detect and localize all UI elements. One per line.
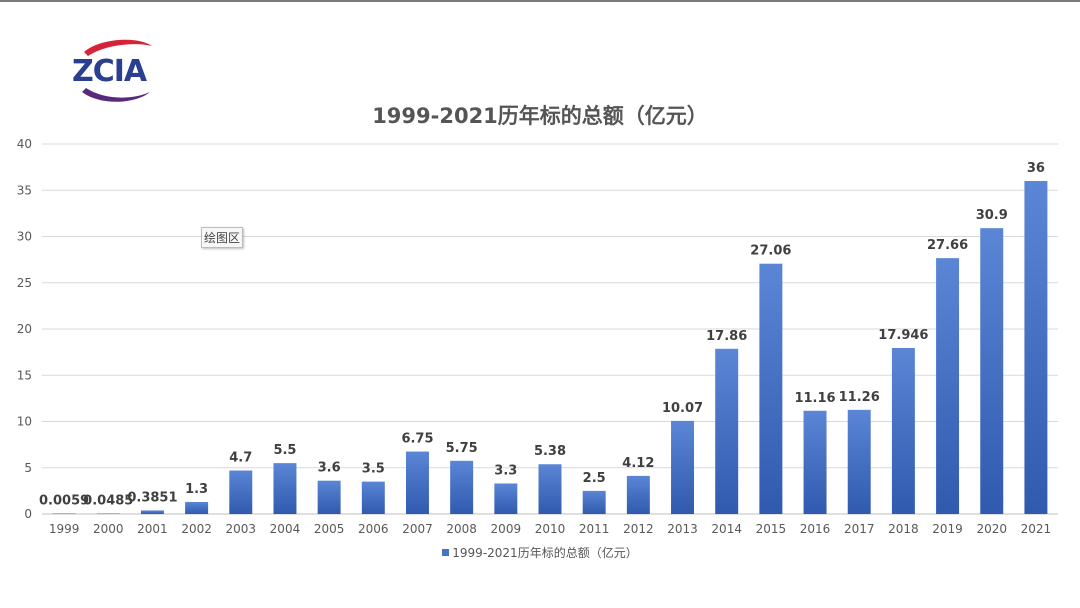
x-tick-label: 2014 [711, 522, 742, 536]
data-label: 17.946 [878, 328, 928, 343]
x-tick-label: 2020 [976, 522, 1007, 536]
bar [936, 258, 960, 514]
bar [715, 348, 739, 514]
x-tick-label: 2016 [800, 522, 831, 536]
bar [626, 475, 650, 514]
bar [671, 420, 695, 514]
x-tick-label: 2004 [270, 522, 301, 536]
data-label: 4.7 [229, 451, 252, 466]
bar [803, 410, 827, 514]
x-tick-label: 2018 [888, 522, 919, 536]
y-tick-label: 30 [17, 230, 32, 244]
bar [494, 483, 518, 514]
bar [1024, 181, 1048, 514]
data-label: 3.5 [362, 462, 385, 477]
data-label: 3.6 [318, 461, 341, 476]
bar [847, 409, 871, 514]
data-label: 1.3 [185, 482, 208, 497]
bar [317, 480, 341, 514]
x-tick-label: 2011 [579, 522, 610, 536]
x-tick-label: 2001 [137, 522, 168, 536]
bar [273, 463, 297, 514]
x-tick-label: 1999 [49, 522, 80, 536]
top-border [0, 0, 1080, 2]
bar [361, 481, 385, 514]
x-tick-label: 2012 [623, 522, 654, 536]
data-label: 17.86 [706, 329, 747, 344]
y-tick-label: 25 [17, 276, 32, 290]
bar [140, 510, 164, 514]
x-tick-label: 2002 [181, 522, 212, 536]
y-tick-label: 15 [17, 368, 32, 382]
data-label: 36 [1027, 161, 1045, 176]
data-label: 4.12 [622, 456, 654, 471]
x-tick-label: 2013 [667, 522, 698, 536]
x-tick-label: 2008 [446, 522, 477, 536]
zcia-logo: ZCIA [66, 34, 166, 106]
bar [185, 501, 209, 514]
data-label: 11.16 [794, 391, 835, 406]
data-label: 5.75 [446, 441, 478, 456]
x-tick-label: 2005 [314, 522, 345, 536]
y-tick-label: 35 [17, 183, 32, 197]
y-tick-label: 20 [17, 322, 32, 336]
data-label: 3.3 [494, 463, 517, 478]
data-label: 27.06 [750, 244, 791, 259]
x-tick-label: 2010 [535, 522, 566, 536]
logo-text: ZCIA [72, 54, 147, 89]
data-label: 11.26 [839, 390, 880, 405]
data-label: 0.3851 [127, 490, 177, 505]
data-label: 0.0059 [39, 494, 89, 509]
plot-area-tooltip: 绘图区 [201, 227, 244, 248]
x-tick-label: 2009 [491, 522, 522, 536]
data-label: 0.0485 [83, 494, 133, 509]
bar [582, 490, 606, 514]
bar [450, 460, 474, 514]
x-tick-label: 2017 [844, 522, 875, 536]
x-tick-label: 2007 [402, 522, 433, 536]
data-label: 10.07 [662, 401, 703, 416]
x-tick-label: 2003 [226, 522, 257, 536]
legend-label: 1999-2021历年标的总额（亿元） [452, 546, 638, 560]
bar [229, 470, 253, 514]
x-tick-label: 2015 [756, 522, 787, 536]
data-label: 30.9 [976, 208, 1008, 223]
logo-swoosh-icon [82, 39, 152, 102]
x-tick-label: 2021 [1021, 522, 1052, 536]
bar [538, 464, 562, 514]
bar [891, 347, 915, 514]
x-tick-label: 2019 [932, 522, 963, 536]
y-tick-label: 5 [24, 461, 32, 475]
bar [759, 263, 783, 514]
y-tick-label: 0 [24, 507, 32, 521]
y-tick-label: 10 [17, 415, 32, 429]
bar [96, 513, 120, 514]
legend-swatch [442, 549, 450, 556]
x-tick-label: 2006 [358, 522, 389, 536]
data-label: 6.75 [401, 432, 433, 447]
x-tick-label: 2000 [93, 522, 124, 536]
bar [52, 513, 76, 514]
legend: 1999-2021历年标的总额（亿元） [0, 544, 1080, 561]
data-label: 2.5 [583, 471, 606, 486]
data-label: 5.38 [534, 444, 566, 459]
data-label: 5.5 [273, 443, 296, 458]
chart-title: 1999-2021历年标的总额（亿元） [372, 104, 708, 128]
y-tick-label: 40 [17, 137, 32, 151]
bar [405, 451, 429, 514]
bar [980, 228, 1004, 515]
data-label: 27.66 [927, 238, 968, 253]
